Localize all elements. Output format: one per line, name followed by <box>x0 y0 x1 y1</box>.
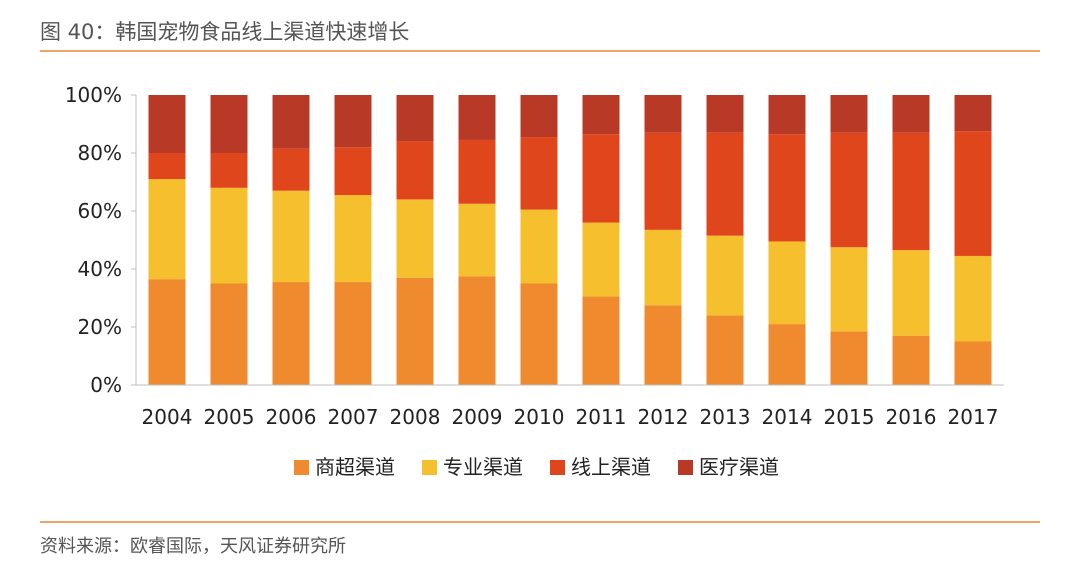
x-tick-label: 2015 <box>824 405 875 429</box>
bar-2010-series-3 <box>520 137 558 210</box>
bars-group <box>148 95 992 385</box>
legend-item: 专业渠道 <box>422 455 523 479</box>
bar-2007-series-2 <box>334 195 372 283</box>
stacked-bar-chart: 0% 20% 40% 60% 80% 100% 2004 2005 2006 2007 2008 20… <box>65 83 1004 479</box>
bar-2016-series-2 <box>892 250 930 336</box>
bar-2004-series-4 <box>148 95 186 153</box>
bar-2004-series-3 <box>148 153 186 180</box>
x-tick-label: 2004 <box>142 405 193 429</box>
bar-2006-series-1 <box>272 282 310 385</box>
bar-2011-series-4 <box>582 95 620 135</box>
legend-item: 线上渠道 <box>550 455 651 479</box>
bar-2014-series-4 <box>768 95 806 135</box>
x-tick-label: 2013 <box>700 405 751 429</box>
bar-2017-series-4 <box>954 95 992 132</box>
bar-2008-series-1 <box>396 277 434 385</box>
bar-2016-series-3 <box>892 132 930 251</box>
bar-2013-series-1 <box>706 315 744 385</box>
bar-2004-series-2 <box>148 179 186 280</box>
bar-2007-series-1 <box>334 282 372 385</box>
legend: 商超渠道 专业渠道 线上渠道 医疗渠道 <box>294 455 779 479</box>
legend-label: 线上渠道 <box>571 455 651 479</box>
chart-title: 图 40：韩国宠物食品线上渠道快速增长 <box>40 20 410 44</box>
footer-divider <box>40 521 1040 523</box>
bar-2015-series-3 <box>830 132 868 248</box>
bar-2014-series-3 <box>768 134 806 242</box>
bar-2005-series-2 <box>210 187 248 284</box>
legend-item: 商超渠道 <box>294 455 395 479</box>
bar-2015-series-4 <box>830 95 868 133</box>
bar-2009-series-2 <box>458 203 496 277</box>
source-note: 资料来源：欧睿国际，天风证券研究所 <box>40 536 346 557</box>
bar-2008-series-2 <box>396 199 434 278</box>
bar-2007-series-4 <box>334 95 372 148</box>
bar-2005-series-1 <box>210 283 248 385</box>
x-tick-label: 2008 <box>390 405 441 429</box>
bar-2004-series-1 <box>148 279 186 385</box>
bar-2010-series-1 <box>520 283 558 385</box>
bar-2012-series-4 <box>644 95 682 133</box>
header-divider <box>40 50 1040 52</box>
bar-2015-series-2 <box>830 247 868 332</box>
x-tick-label: 2014 <box>762 405 813 429</box>
legend-swatch <box>294 460 309 475</box>
x-tick-label: 2006 <box>266 405 317 429</box>
bar-2008-series-4 <box>396 95 434 142</box>
bar-2009-series-3 <box>458 139 496 204</box>
bar-2006-series-4 <box>272 95 310 149</box>
bar-2011-series-2 <box>582 222 620 297</box>
x-tick-label: 2016 <box>886 405 937 429</box>
y-tick-label: 60% <box>78 199 122 223</box>
chart-header: 图 40：韩国宠物食品线上渠道快速增长 <box>40 14 1040 46</box>
bar-2009-series-4 <box>458 95 496 140</box>
bar-2014-series-2 <box>768 241 806 325</box>
x-tick-label: 2010 <box>514 405 565 429</box>
bar-2016-series-1 <box>892 335 930 385</box>
bar-2013-series-3 <box>706 132 744 236</box>
bar-2005-series-3 <box>210 153 248 188</box>
bar-2017-series-3 <box>954 131 992 256</box>
bar-2007-series-3 <box>334 147 372 196</box>
bar-2008-series-3 <box>396 141 434 200</box>
bar-2013-series-4 <box>706 95 744 133</box>
legend-label: 商超渠道 <box>315 455 395 479</box>
bar-2010-series-2 <box>520 209 558 284</box>
bar-2015-series-1 <box>830 331 868 385</box>
bar-2010-series-4 <box>520 95 558 138</box>
x-tick-label: 2007 <box>328 405 379 429</box>
y-tick-label: 100% <box>65 83 122 107</box>
bar-2011-series-3 <box>582 134 620 223</box>
legend-label: 专业渠道 <box>443 455 523 479</box>
bar-2012-series-1 <box>644 305 682 385</box>
y-tick-label: 80% <box>78 141 122 165</box>
x-tick-label: 2011 <box>576 405 627 429</box>
legend-swatch <box>550 460 565 475</box>
legend-swatch <box>422 460 437 475</box>
legend-swatch <box>678 460 693 475</box>
bar-2011-series-1 <box>582 296 620 385</box>
bar-2012-series-2 <box>644 229 682 306</box>
legend-label: 医疗渠道 <box>699 455 779 479</box>
legend-item: 医疗渠道 <box>678 455 779 479</box>
bar-2006-series-3 <box>272 148 310 191</box>
bar-2013-series-2 <box>706 235 744 316</box>
bar-2006-series-2 <box>272 190 310 283</box>
bar-2017-series-2 <box>954 255 992 342</box>
x-tick-label: 2017 <box>948 405 999 429</box>
y-tick-label: 20% <box>78 315 122 339</box>
y-tick-label: 40% <box>78 257 122 281</box>
bar-2014-series-1 <box>768 324 806 385</box>
bar-2017-series-1 <box>954 341 992 385</box>
y-tick-label: 0% <box>90 373 122 397</box>
bar-2009-series-1 <box>458 276 496 385</box>
x-tick-label: 2005 <box>204 405 255 429</box>
bar-2005-series-4 <box>210 95 248 153</box>
axes-group: 0% 20% 40% 60% 80% 100% 2004 2005 2006 2007 2008 20… <box>65 83 1004 429</box>
x-tick-label: 2009 <box>452 405 503 429</box>
bar-2016-series-4 <box>892 95 930 133</box>
bar-2012-series-3 <box>644 132 682 230</box>
x-tick-label: 2012 <box>638 405 689 429</box>
